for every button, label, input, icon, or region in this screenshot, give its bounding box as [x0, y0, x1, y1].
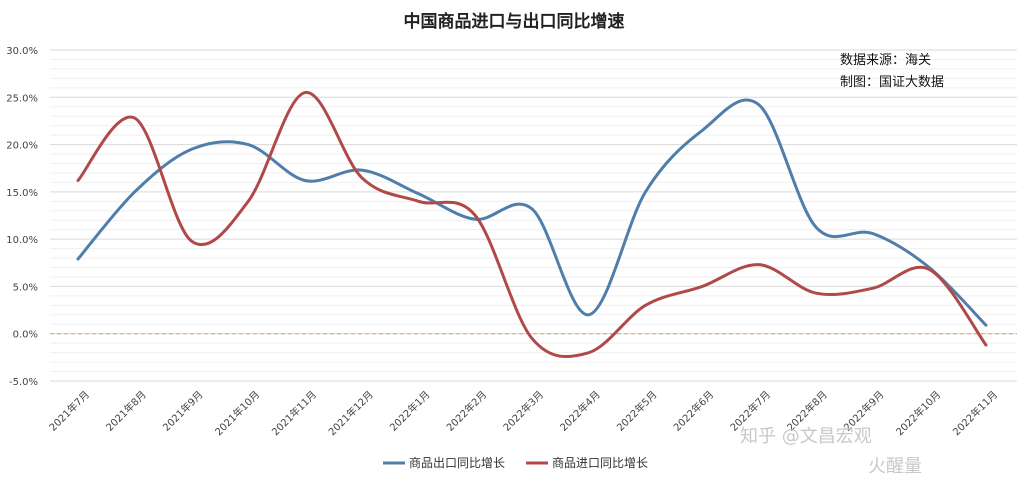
y-tick-label: -5.0%	[9, 377, 38, 388]
y-tick-label: 5.0%	[13, 282, 38, 293]
series-line-2	[76, 91, 988, 359]
legend-label: 商品出口同比增长	[409, 455, 505, 470]
y-axis-ticks: -5.0% 0.0% 5.0% 10.0% 15.0% 20.0% 25.0% 30.0%	[6, 46, 38, 388]
chart-title: 中国商品进口与出口同比增速	[404, 11, 625, 32]
watermark-logo: 火醒量	[868, 456, 922, 477]
series-line-1	[76, 98, 988, 327]
legend-label: 商品进口同比增长	[552, 455, 648, 470]
watermark-text: 知乎 @文昌宏观	[740, 426, 872, 447]
maker-note: 制图：国证大数据	[840, 75, 944, 90]
y-tick-label: 10.0%	[6, 235, 38, 246]
legend: 商品出口同比增长 商品进口同比增长	[383, 455, 648, 470]
y-tick-label: 30.0%	[6, 46, 38, 57]
y-tick-label: 0.0%	[13, 330, 38, 341]
series-lines	[76, 91, 988, 359]
source-note: 数据来源：海关	[840, 53, 931, 68]
y-tick-label: 25.0%	[6, 93, 38, 104]
y-tick-label: 15.0%	[6, 188, 38, 199]
y-tick-label: 20.0%	[6, 141, 38, 152]
